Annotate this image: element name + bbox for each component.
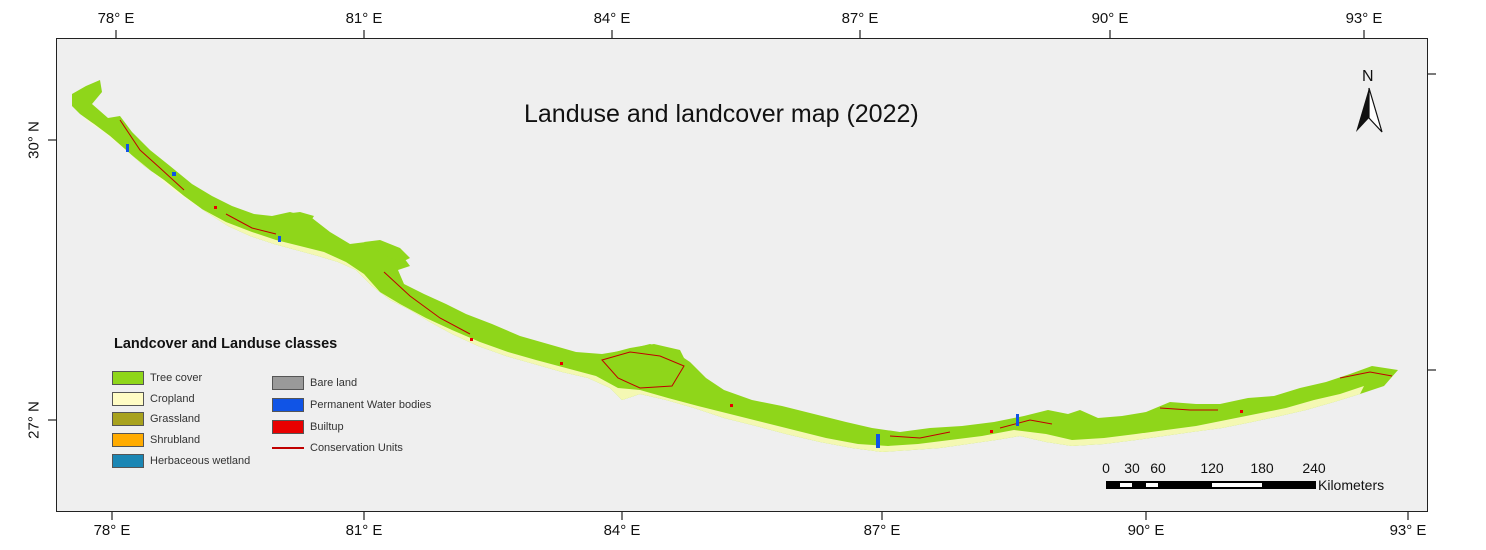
cropland-band: [80, 116, 1364, 452]
bottom-longitude-label: 87° E: [863, 522, 901, 539]
legend-label: Conservation Units: [310, 442, 403, 454]
scale-bar-value: 0: [1102, 460, 1110, 476]
tree-cover-lobe: [284, 212, 314, 222]
tree-cover-lobe: [364, 240, 410, 262]
bottom-longitude-label: 81° E: [345, 522, 383, 539]
tree-cover-lobe: [600, 344, 688, 380]
water-bodies: [126, 144, 1019, 448]
builtup-areas: [214, 206, 1243, 433]
legend-line-swatch: [272, 441, 304, 455]
legend-item: Shrubland: [112, 433, 200, 447]
landcover-strip: [72, 80, 1398, 452]
legend-item: Herbaceous wetland: [112, 454, 250, 468]
scale-bar-value: 180: [1250, 460, 1274, 476]
legend-item: Bare land: [272, 376, 357, 390]
scale-bar-unit: Kilometers: [1318, 477, 1385, 493]
legend-swatch: [112, 433, 144, 447]
scale-bar-value: 120: [1200, 460, 1224, 476]
scale-bar-value: 60: [1150, 460, 1166, 476]
bottom-longitude-label: 84° E: [603, 522, 641, 539]
latitude-label: 27° N: [25, 401, 43, 439]
legend-swatch: [272, 420, 304, 434]
conservation-units: [119, 119, 1393, 439]
legend-item: Tree cover: [112, 371, 202, 385]
graticule-ticks: [48, 30, 1436, 520]
north-label: N: [1362, 68, 1374, 85]
legend-swatch: [272, 398, 304, 412]
top-longitude-label: 84° E: [593, 10, 631, 27]
legend-item: Permanent Water bodies: [272, 398, 431, 412]
legend-swatch: [112, 412, 144, 426]
legend-item: Grassland: [112, 412, 200, 426]
bottom-longitude-label: 78° E: [93, 522, 131, 539]
scale-bar: [1106, 481, 1316, 489]
scale-bar-value: 240: [1302, 460, 1326, 476]
map-title: Landuse and landcover map (2022): [524, 100, 919, 128]
legend-label: Builtup: [310, 421, 344, 433]
legend-swatch: [112, 371, 144, 385]
legend-label: Shrubland: [150, 434, 201, 446]
legend-label: Bare land: [310, 377, 358, 389]
legend-item: Builtup: [272, 420, 344, 434]
latitude-label: 30° N: [25, 121, 43, 159]
legend-item: Conservation Units: [272, 441, 403, 455]
tree-cover-region: [72, 80, 1398, 452]
top-longitude-label: 78° E: [97, 10, 135, 27]
legend-swatch: [272, 376, 304, 390]
bottom-longitude-label: 90° E: [1127, 522, 1165, 539]
top-longitude-label: 81° E: [345, 10, 383, 27]
scale-bar-value: 30: [1124, 460, 1140, 476]
legend-label: Permanent Water bodies: [310, 399, 432, 411]
top-longitude-label: 93° E: [1345, 10, 1383, 27]
legend-title: Landcover and Landuse classes: [114, 336, 338, 352]
legend-swatch: [112, 454, 144, 468]
north-arrow-icon: [1356, 87, 1383, 133]
legend-label: Herbaceous wetland: [150, 455, 251, 467]
bottom-longitude-label: 93° E: [1389, 522, 1427, 539]
legend-item: Cropland: [112, 392, 195, 406]
top-longitude-label: 90° E: [1091, 10, 1129, 27]
legend-label: Tree cover: [150, 372, 203, 384]
legend-swatch: [112, 392, 144, 406]
legend-label: Cropland: [150, 393, 195, 405]
legend-label: Grassland: [150, 413, 201, 425]
top-longitude-label: 87° E: [841, 10, 879, 27]
